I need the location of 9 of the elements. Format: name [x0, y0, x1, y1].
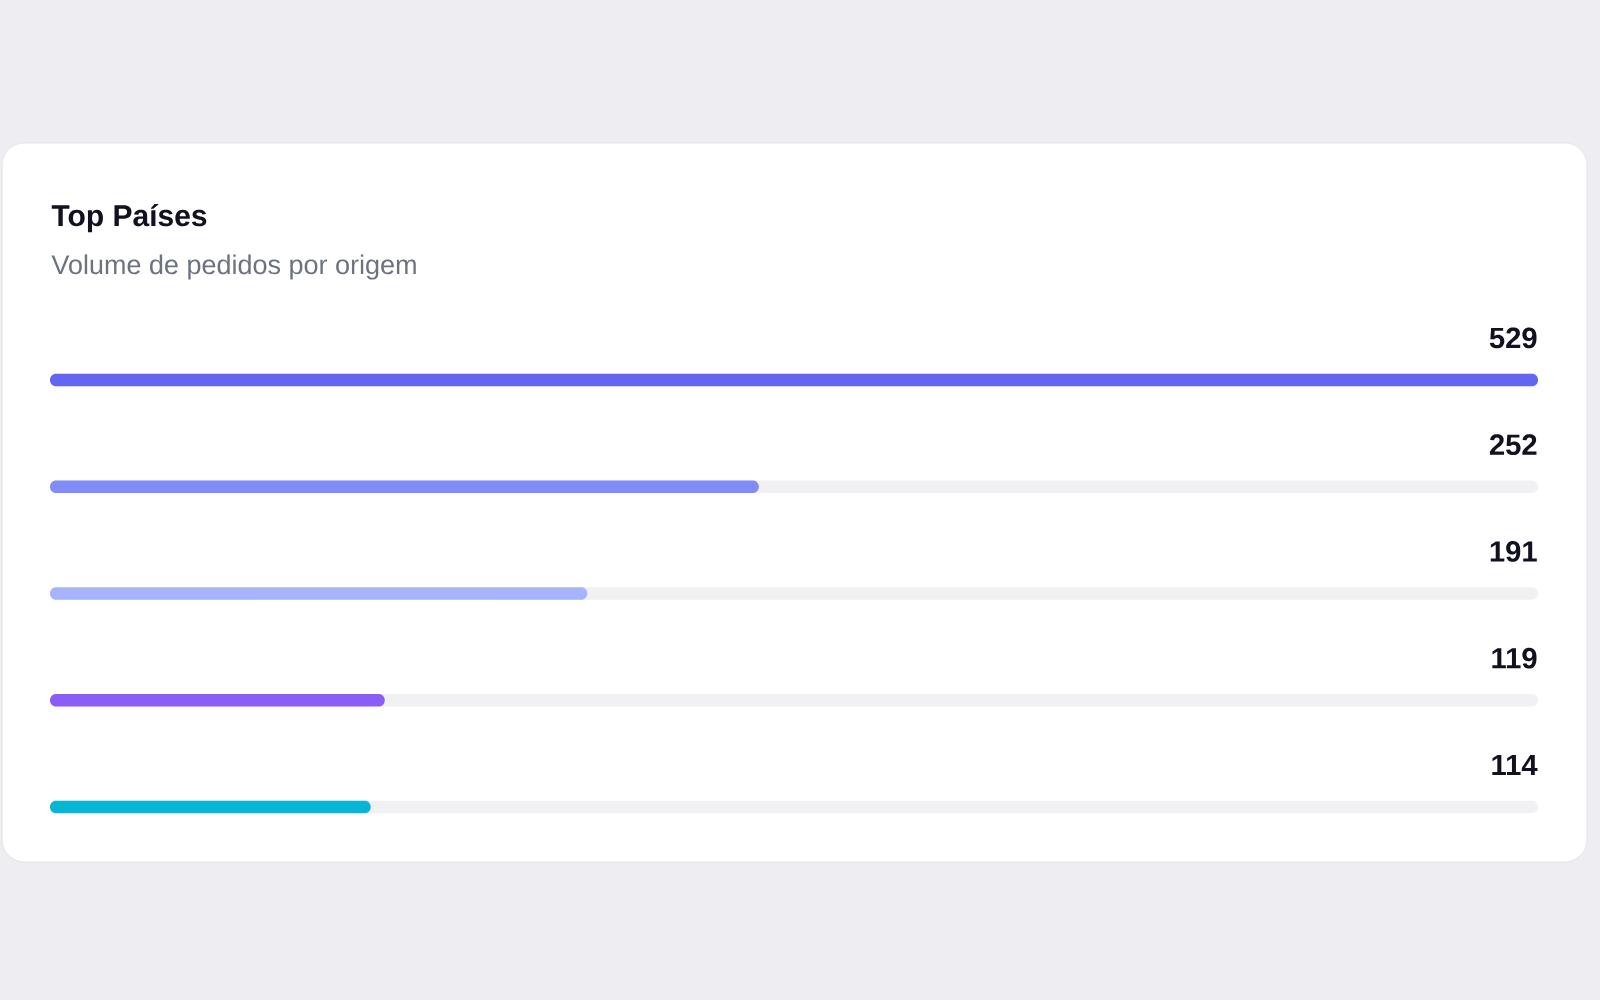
data-label: 114 [1492, 754, 1538, 775]
data-label: 529 [1489, 327, 1537, 349]
bar [50, 693, 385, 707]
bar [50, 800, 371, 814]
data-label: 252 [1489, 434, 1537, 456]
chart-subtitle: Volume de pedidos por origem [51, 254, 416, 280]
chart-title: Top Países [51, 204, 207, 233]
data-label: 119 [1492, 647, 1537, 669]
data-label: 191 [1490, 541, 1537, 562]
